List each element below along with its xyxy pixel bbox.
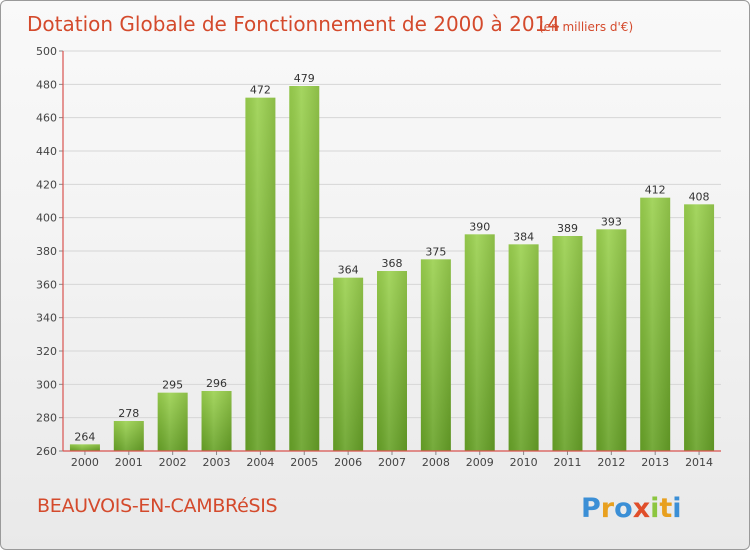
- x-tick-label: 2000: [71, 456, 99, 469]
- y-tick-label: 260: [36, 445, 57, 458]
- chart-title: Dotation Globale de Fonctionnement de 20…: [27, 12, 560, 36]
- y-tick-label: 360: [36, 278, 57, 291]
- x-tick-label: 2009: [466, 456, 494, 469]
- y-tick-label: 460: [36, 112, 57, 125]
- value-label: 390: [469, 220, 490, 233]
- value-label: 384: [513, 230, 534, 243]
- x-tick-label: 2011: [553, 456, 581, 469]
- bar-shade: [640, 197, 671, 451]
- bar-shade: [157, 392, 188, 451]
- value-label: 389: [557, 222, 578, 235]
- value-label: 296: [206, 377, 227, 390]
- x-tick-label: 2005: [290, 456, 318, 469]
- bar-shade: [684, 204, 715, 451]
- value-label: 375: [425, 245, 446, 258]
- value-label: 479: [294, 72, 315, 85]
- y-tick-label: 440: [36, 145, 57, 158]
- value-label: 364: [338, 264, 359, 277]
- x-tick-label: 2003: [203, 456, 231, 469]
- y-tick-label: 280: [36, 412, 57, 425]
- x-tick-label: 2006: [334, 456, 362, 469]
- chart-subtitle: (en milliers d'€): [539, 20, 633, 34]
- y-tick-label: 420: [36, 178, 57, 191]
- value-label: 368: [382, 257, 403, 270]
- value-label: 472: [250, 84, 271, 97]
- x-tick-label: 2001: [115, 456, 143, 469]
- value-label: 393: [601, 215, 622, 228]
- value-label: 264: [74, 430, 95, 443]
- x-tick-label: 2014: [685, 456, 713, 469]
- y-tick-label: 400: [36, 212, 57, 225]
- x-tick-label: 2013: [641, 456, 669, 469]
- bar-shade: [596, 229, 627, 451]
- bar-shade: [245, 97, 276, 452]
- bar-shade: [69, 444, 100, 451]
- x-tick-label: 2010: [510, 456, 538, 469]
- value-label: 295: [162, 379, 183, 392]
- bar-shade: [420, 259, 451, 451]
- y-tick-label: 320: [36, 345, 57, 358]
- value-label: 412: [645, 184, 666, 197]
- value-label: 408: [689, 190, 710, 203]
- bar-shade: [113, 421, 144, 451]
- x-tick-label: 2002: [159, 456, 187, 469]
- bar-shade: [289, 86, 320, 451]
- x-tick-label: 2008: [422, 456, 450, 469]
- x-tick-label: 2004: [246, 456, 274, 469]
- bar-shade: [333, 277, 364, 451]
- svg-text:Proxiti: Proxiti: [581, 493, 682, 524]
- y-tick-label: 380: [36, 245, 57, 258]
- bar-shade: [508, 244, 539, 451]
- bar-shade: [552, 236, 583, 451]
- x-tick-label: 2012: [597, 456, 625, 469]
- commune-name: BEAUVOIS-EN-CAMBRéSIS: [37, 495, 278, 517]
- bar-shade: [377, 271, 407, 451]
- bar-shade: [201, 391, 232, 451]
- y-tick-label: 480: [36, 78, 57, 91]
- proxiti-logo: Proxiti: [581, 493, 682, 524]
- bar-shade: [464, 234, 495, 451]
- value-label: 278: [118, 407, 139, 420]
- x-tick-label: 2007: [378, 456, 406, 469]
- y-tick-label: 500: [36, 45, 57, 58]
- y-tick-label: 300: [36, 378, 57, 391]
- y-tick-label: 340: [36, 312, 57, 325]
